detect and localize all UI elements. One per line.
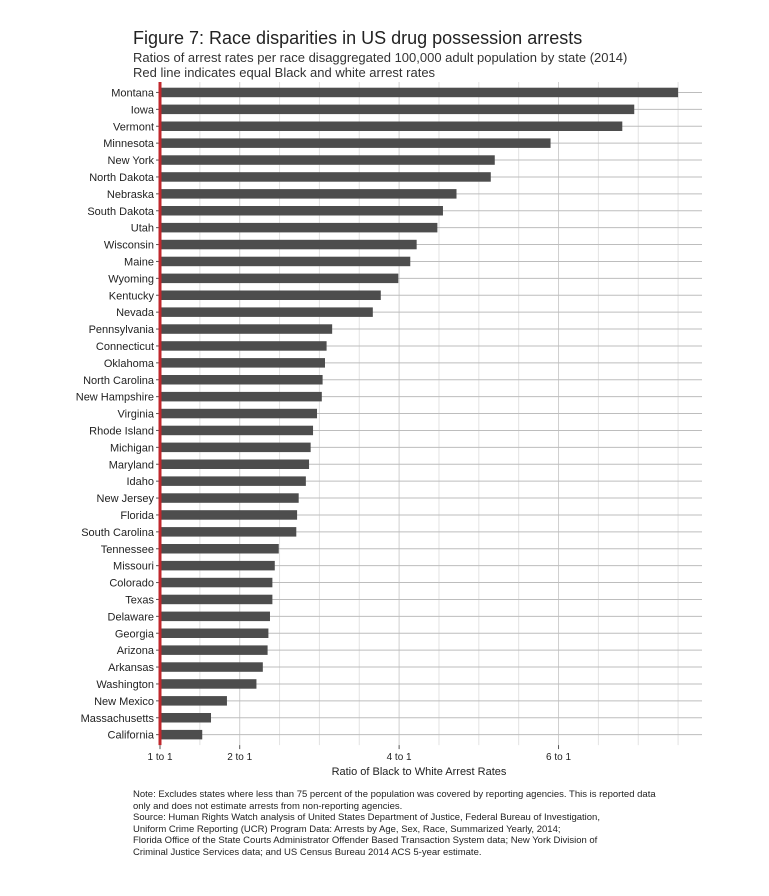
bar bbox=[160, 189, 457, 199]
y-tick-label: Connecticut bbox=[96, 341, 154, 353]
bar bbox=[160, 391, 322, 402]
bar-chart: Montana Iowa Vermont Minnesota New York North… bbox=[76, 82, 702, 778]
bar bbox=[160, 239, 417, 250]
bar bbox=[160, 358, 325, 368]
source-line: Florida Office of the State Courts Admin… bbox=[133, 835, 598, 846]
y-tick-label: Texas bbox=[125, 594, 154, 606]
y-tick-label: Arizona bbox=[117, 645, 155, 657]
y-tick-label: Michigan bbox=[110, 442, 154, 454]
y-tick-label: Delaware bbox=[108, 611, 154, 623]
bar bbox=[160, 628, 269, 638]
chart-notes: Note: Excludes states where less than 75… bbox=[133, 789, 733, 858]
bar bbox=[160, 425, 314, 436]
y-tick-label: Arkansas bbox=[108, 662, 154, 674]
y-tick-label: Florida bbox=[120, 510, 155, 522]
bar bbox=[160, 662, 263, 672]
bar bbox=[160, 341, 327, 351]
bar bbox=[160, 138, 551, 148]
bar bbox=[160, 408, 318, 419]
x-tick-label: 6 to 1 bbox=[546, 752, 571, 763]
bar bbox=[160, 273, 399, 284]
bar bbox=[160, 87, 679, 98]
y-tick-label: New York bbox=[108, 155, 155, 167]
bar bbox=[160, 713, 212, 723]
y-tick-label: Montana bbox=[111, 87, 155, 99]
y-tick-label: New Jersey bbox=[97, 493, 155, 505]
bar bbox=[160, 375, 323, 385]
bar bbox=[160, 510, 298, 520]
y-tick-label: Nebraska bbox=[107, 189, 155, 201]
y-tick-label: North Dakota bbox=[89, 172, 155, 184]
y-tick-label: Iowa bbox=[131, 104, 155, 116]
bar bbox=[160, 560, 275, 571]
y-tick-label: Colorado bbox=[109, 578, 154, 590]
x-tick-label: 1 to 1 bbox=[147, 752, 172, 763]
bar bbox=[160, 172, 491, 182]
y-tick-label: Massachusetts bbox=[81, 713, 155, 725]
source-line: Criminal Justice Services data; and US C… bbox=[133, 846, 482, 858]
bar bbox=[160, 104, 635, 115]
bar bbox=[160, 493, 299, 503]
bar bbox=[160, 729, 203, 740]
y-tick-label: Vermont bbox=[113, 121, 154, 133]
y-tick-label: Georgia bbox=[115, 628, 155, 640]
source-line: Source: Human Rights Watch analysis of U… bbox=[133, 812, 600, 823]
note-line: only and does not estimate arrests from … bbox=[133, 800, 403, 812]
y-tick-label: Nevada bbox=[116, 307, 155, 319]
bar bbox=[160, 206, 443, 216]
bar bbox=[160, 155, 495, 165]
bar bbox=[160, 476, 306, 486]
y-tick-label: South Dakota bbox=[87, 206, 155, 218]
y-tick-label: Wisconsin bbox=[104, 240, 154, 252]
bar bbox=[160, 679, 257, 689]
y-tick-label: Oklahoma bbox=[104, 358, 155, 370]
y-tick-label: Tennessee bbox=[101, 544, 154, 556]
bar bbox=[160, 290, 381, 300]
bar bbox=[160, 121, 623, 131]
x-tick-label: 4 to 1 bbox=[387, 752, 412, 763]
bar bbox=[160, 611, 270, 622]
note-line: Note: Excludes states where less than 75… bbox=[133, 789, 656, 800]
x-tick-label: 2 to 1 bbox=[227, 752, 252, 763]
bar bbox=[160, 594, 273, 605]
y-tick-label: Rhode Island bbox=[89, 425, 154, 437]
bar bbox=[160, 256, 411, 267]
y-tick-label: New Mexico bbox=[94, 696, 154, 708]
x-axis-title: Ratio of Black to White Arrest Rates bbox=[332, 766, 507, 778]
y-tick-label: Utah bbox=[131, 223, 154, 235]
bar bbox=[160, 544, 279, 554]
bar bbox=[160, 696, 227, 706]
y-tick-label: Kentucky bbox=[109, 290, 155, 302]
chart-subtitle: Ratios of arrest rates per race disaggre… bbox=[133, 50, 628, 65]
y-tick-label: Washington bbox=[96, 679, 154, 691]
bar bbox=[160, 645, 268, 655]
bar bbox=[160, 307, 373, 317]
y-tick-label: Maryland bbox=[109, 459, 154, 471]
bar bbox=[160, 577, 273, 588]
bar bbox=[160, 442, 311, 453]
y-tick-label: Missouri bbox=[113, 561, 154, 573]
y-tick-label: California bbox=[108, 730, 155, 742]
y-tick-label: Virginia bbox=[118, 409, 155, 421]
y-tick-label: North Carolina bbox=[83, 375, 155, 387]
bar bbox=[160, 459, 310, 469]
y-tick-label: Idaho bbox=[126, 476, 154, 488]
chart-title: Figure 7: Race disparities in US drug po… bbox=[133, 28, 583, 48]
y-tick-label: Minnesota bbox=[103, 138, 155, 150]
y-tick-label: Pennsylvania bbox=[89, 324, 155, 336]
bar bbox=[160, 324, 333, 334]
chart-subtitle-reference-note: Red line indicates equal Black and white… bbox=[133, 65, 436, 80]
y-tick-label: South Carolina bbox=[81, 527, 155, 539]
y-tick-label: Maine bbox=[124, 256, 154, 268]
bar bbox=[160, 222, 438, 233]
source-line: Uniform Crime Reporting (UCR) Program Da… bbox=[133, 823, 561, 835]
y-tick-label: Wyoming bbox=[108, 273, 154, 285]
bar bbox=[160, 527, 297, 537]
y-tick-label: New Hampshire bbox=[76, 392, 154, 404]
